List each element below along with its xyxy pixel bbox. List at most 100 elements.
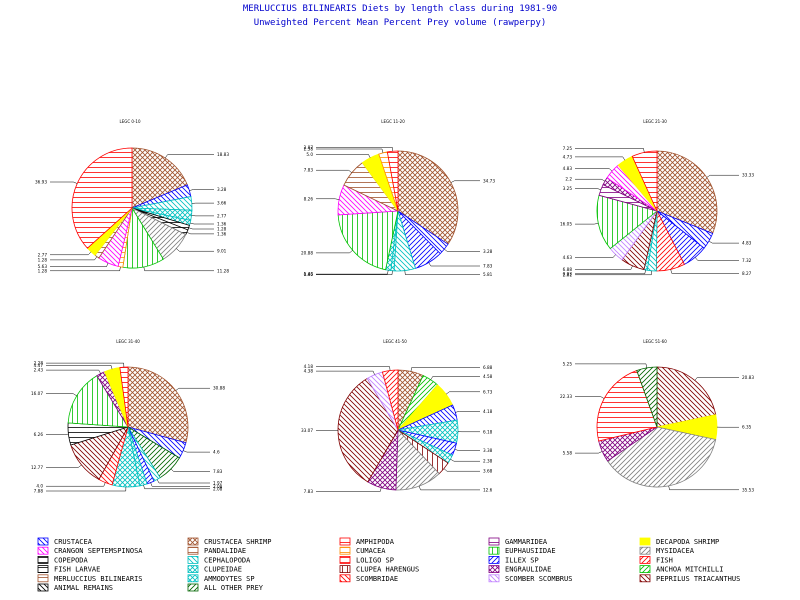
slice-label-mysidacea: 12.6 (483, 487, 493, 492)
figure-subtitle: Unweighted Percent Mean Percent Prey vol… (254, 18, 547, 28)
slice-label-all-other-prey: 5.25 (563, 361, 573, 366)
legend-item-clupea-harengus: CLUPEA HARENGUS (339, 565, 419, 574)
legend-swatch (488, 565, 500, 573)
leader-line (46, 393, 77, 397)
pie-slice-mysidacea (607, 426, 717, 488)
legend-label: ANCHOA MITCHILLI (656, 566, 723, 574)
pie-slice-crustacea-shrimp (131, 147, 188, 209)
legend-item-scombridae: SCOMBRIDAE (339, 574, 398, 583)
legend-swatch (187, 574, 199, 583)
legend-swatch (37, 546, 49, 555)
legend-label: PANDALIDAE (204, 547, 246, 555)
leader-line (50, 266, 121, 272)
leader-line (50, 256, 98, 261)
leader-line (46, 365, 113, 370)
pie-slice-crustacea-shrimp (127, 366, 189, 444)
leader-line (430, 376, 480, 380)
leader-line (188, 227, 214, 230)
leader-line (575, 148, 645, 153)
pie-title: LEGC 31-40 (116, 339, 140, 344)
slice-label-illex-sp: 3.38 (483, 448, 493, 453)
pie-slice-euphausiidae (337, 210, 399, 271)
pie-chart-2: LEGC 11-20 34.73 3.28 7.83 5.81 0.861.43 20.88… (301, 119, 495, 277)
legend-item-crustacea: CRUSTACEA (37, 537, 93, 546)
slice-label-decapoda-shrimp: 4.73 (563, 154, 573, 159)
leader-line (454, 449, 480, 451)
slice-label-euphausiidae: 16.05 (560, 222, 572, 227)
legend-item-animal-remains: ANIMAL REMAINS (37, 583, 113, 592)
slice-label-scombridae: 4.0 (36, 484, 43, 489)
legend-item-illex-sp: ILLEX SP (488, 556, 539, 564)
slice-label-decapoda-shrimp: 6.73 (483, 389, 493, 394)
legend-swatch (639, 537, 651, 546)
legend-item-clupeidae: CLUPEIDAE (187, 565, 242, 574)
leader-line (575, 270, 652, 276)
pie-slice-crustacea-shrimp (656, 150, 718, 235)
slice-label-amphipoda: 2.28 (34, 361, 44, 366)
legend-label: CRUSTACEA SHRIMP (204, 538, 271, 546)
leader-line (46, 362, 125, 368)
slice-label-peprilus-triacanthus: 33.07 (301, 428, 313, 433)
legend-item-copepoda: COPEPODA (37, 556, 89, 564)
leader-line (46, 486, 127, 492)
pie-slice-amphipoda (596, 370, 658, 442)
legend-swatch (37, 574, 49, 583)
slice-label-decapoda-shrimp: 2.77 (38, 252, 48, 257)
slice-label-gammaridea: 3.25 (563, 186, 573, 191)
leader-line (575, 188, 601, 191)
legend-swatch (488, 574, 500, 583)
leader-line (575, 265, 633, 270)
slice-label-engraulidae: 2.43 (34, 368, 44, 373)
slice-label-crustacea: 3.28 (217, 187, 227, 192)
leader-line (418, 486, 480, 491)
leader-line (190, 222, 214, 225)
legend-item-cephalopoda: CEPHALOPODA (187, 556, 251, 564)
pie-slice-amphipoda (119, 366, 129, 428)
pie-chart-5: LEGC 41-50 6.88 4.58 6.73 4.18 6.18 3.38 2.38 3.… (301, 339, 493, 494)
slice-label-mysidacea: 9.01 (217, 249, 227, 254)
legend-swatch (639, 546, 651, 555)
slice-label-ammodytes-sp: 1.43 (304, 272, 314, 277)
legend-item-scomber-scombrus: SCOMBER SCOMBRUS (488, 574, 572, 583)
slice-label-illex-sp: 7.32 (742, 258, 752, 263)
leader-line (150, 482, 210, 487)
legend-item-ammodytes-sp: AMMODYTES SP (187, 574, 255, 583)
leader-line (176, 248, 214, 252)
legend-swatch (339, 565, 351, 573)
pie-slice-euphausiidae (596, 194, 658, 250)
legend-swatch (639, 574, 651, 583)
legend-item-pandalidae: PANDALIDAE (187, 546, 246, 555)
legend-label: ENGRAULIDAE (505, 566, 551, 574)
legend-label: PEPRILUS TRIACANTHUS (656, 575, 740, 583)
leader-line (708, 240, 739, 244)
leader-line (706, 174, 739, 178)
slice-label-crangon-septemspinosa: 4.83 (563, 166, 573, 171)
legend-label: DECAPODA SHRIMP (656, 538, 719, 546)
legend-label: AMMODYTES SP (204, 575, 255, 583)
legend-swatch (639, 556, 651, 564)
slice-label-engraulidae: 7.83 (304, 489, 314, 494)
legend-label: CRANGON SEPTEMSPINOSA (54, 547, 143, 555)
leader-line (316, 270, 393, 275)
slice-label-euphausiidae: 20.88 (301, 250, 313, 255)
slice-label-engraulidae: 5.58 (563, 451, 573, 456)
leader-line (444, 248, 480, 252)
legend-item-mysidacea: MYSIDACEA (639, 546, 695, 555)
leader-line (316, 147, 393, 152)
leader-line (668, 485, 739, 491)
leader-line (450, 180, 480, 183)
legend-item-all-other-prey: ALL OTHER PREY (187, 583, 264, 592)
legend-swatch (187, 546, 199, 555)
slice-label-peprilus-triacanthus: 20.83 (742, 375, 754, 380)
leader-line (164, 154, 214, 159)
legend-item-fish: FISH (639, 556, 673, 564)
legend-item-cumacea: CUMACEA (339, 546, 386, 555)
legend-item-crustacea-shrimp: CRUSTACEA SHRIMP (187, 537, 271, 546)
legend-swatch (187, 565, 199, 573)
slice-label-peprilus-triacanthus: 6.88 (563, 267, 573, 272)
legend-label: LOLIGO SP (356, 556, 394, 564)
pie-title: LEGC 41-50 (383, 339, 407, 344)
legend-swatch (339, 556, 351, 564)
pie-panels: LEGC 0-1018.833.283.662.771.361.281.369.… (31, 119, 754, 494)
slice-label-mysidacea: 35.53 (742, 487, 754, 492)
